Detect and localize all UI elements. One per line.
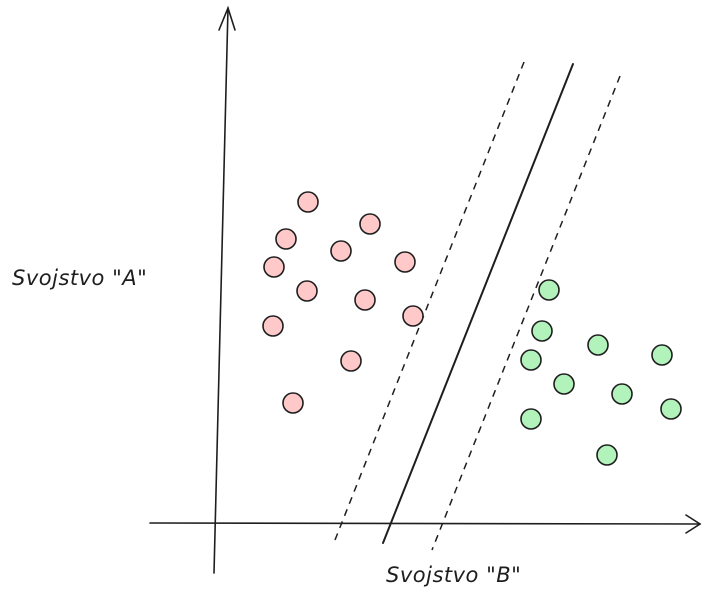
class-b-point — [652, 345, 672, 365]
class-b-point — [588, 335, 608, 355]
class-b-point — [532, 321, 552, 341]
x-axis-line — [150, 523, 700, 524]
class-a-point — [264, 257, 284, 277]
margin-line-right — [432, 76, 620, 550]
class-a-point — [355, 290, 375, 310]
class-a-point — [298, 192, 318, 212]
class-b-point — [597, 445, 617, 465]
class-a-point — [341, 351, 361, 371]
class-b-point — [539, 280, 559, 300]
y-axis-label: Svojstvo "A" — [12, 266, 147, 290]
class-a-point — [297, 281, 317, 301]
class-a-point — [360, 214, 380, 234]
class-a-point — [263, 316, 283, 336]
hyperplane-line — [383, 64, 573, 543]
class-a-point — [331, 241, 351, 261]
class-a-point — [283, 393, 303, 413]
class-b-points — [521, 280, 681, 465]
class-b-point — [521, 350, 541, 370]
class-a-point — [395, 252, 415, 272]
class-a-point — [403, 306, 423, 326]
y-axis — [214, 8, 235, 573]
class-a-point — [276, 229, 296, 249]
class-b-point — [612, 384, 632, 404]
y-axis-line — [214, 8, 228, 573]
class-b-point — [521, 409, 541, 429]
x-axis-label: Svojstvo "B" — [386, 563, 521, 587]
x-axis — [150, 515, 700, 533]
class-b-point — [554, 374, 574, 394]
class-b-point — [661, 399, 681, 419]
